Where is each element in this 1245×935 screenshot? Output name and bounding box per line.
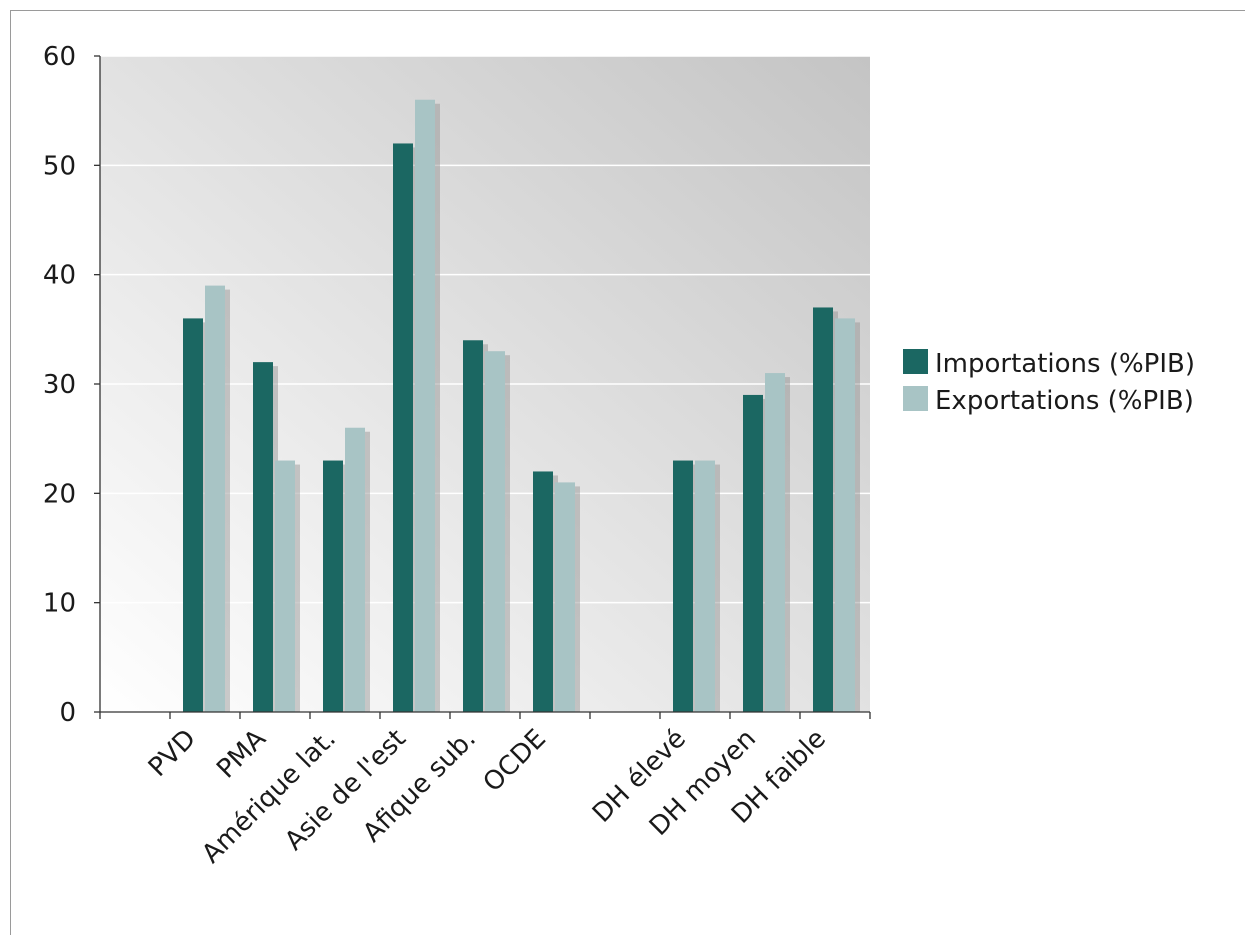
bar-importations [533,471,553,712]
bar-exportations [765,373,785,712]
bar-exportations [205,285,225,712]
y-tick-label: 0 [59,698,76,728]
bar-exportations [415,99,435,712]
bar-exportations [345,427,365,712]
bar-exportations [835,318,855,712]
y-tick-label: 50 [43,151,76,181]
x-tick-label: Asie de l'est [279,724,412,857]
legend-swatch [903,386,928,411]
bar-importations [463,340,483,712]
y-tick-label: 40 [43,261,76,291]
legend: Importations (%PIB) Exportations (%PIB) [903,349,1195,416]
bars [183,99,860,712]
bar-exportations [695,460,715,712]
axes [94,55,871,719]
y-tick-label: 10 [43,589,76,619]
y-tick-label: 30 [43,370,76,400]
bar-importations [253,362,273,712]
y-tick-labels: 0 10 20 30 40 50 60 [43,42,76,728]
legend-label: Importations (%PIB) [935,349,1195,379]
bar-importations [743,394,763,712]
y-tick-label: 60 [43,42,76,72]
bar-importations [393,143,413,712]
y-tick-label: 20 [43,479,76,509]
bar-exportations [555,482,575,712]
x-tick-label: PVD [143,724,202,783]
legend-label: Exportations (%PIB) [935,386,1194,416]
chart-frame [10,10,1245,935]
legend-swatch [903,349,928,374]
bar-importations [183,318,203,712]
bar-exportations [485,351,505,712]
x-tick-label: OCDE [478,724,552,798]
bar-importations [323,460,343,712]
bar-importations [813,307,833,712]
x-tick-label: PMA [211,724,272,785]
bar-exportations [275,460,295,712]
bar-importations [673,460,693,712]
